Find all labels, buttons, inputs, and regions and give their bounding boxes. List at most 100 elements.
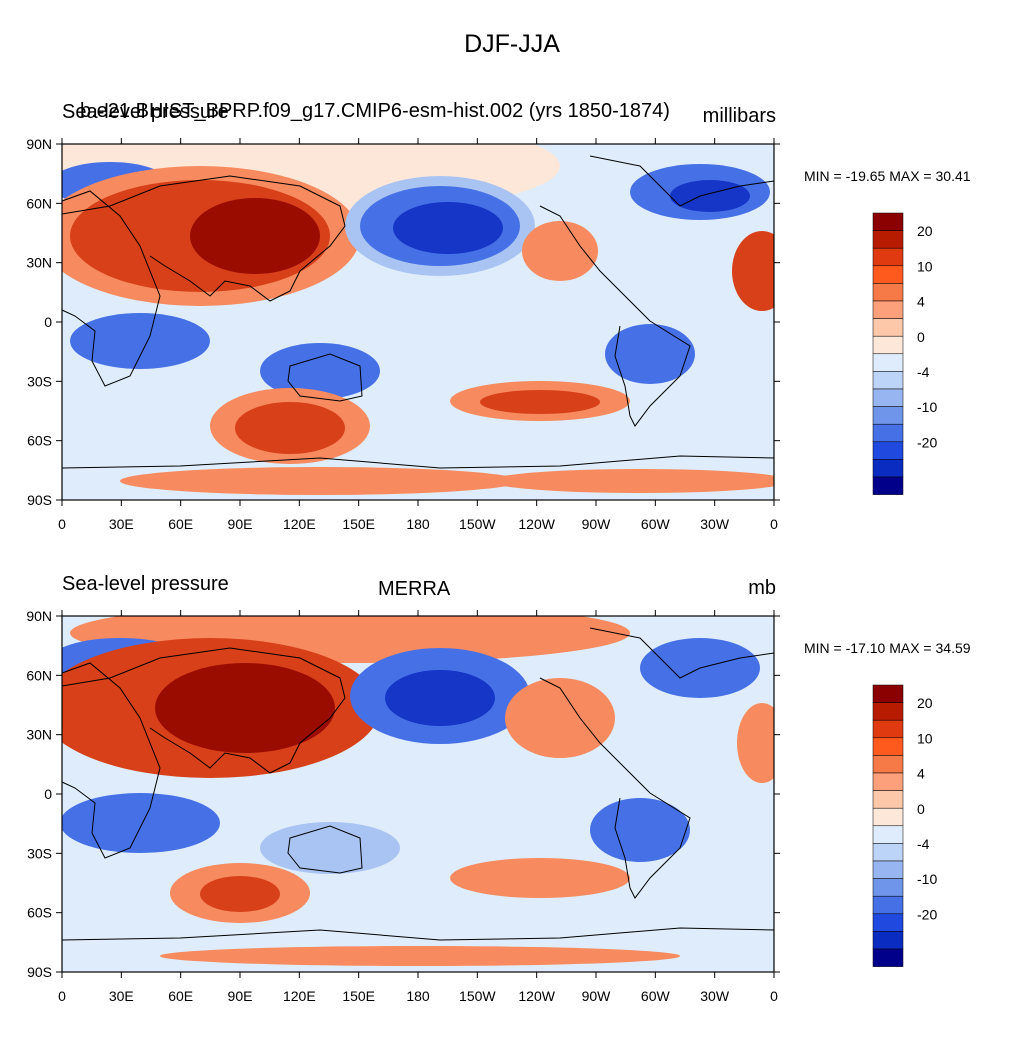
coastline: [61, 927, 775, 941]
anomaly-region: [670, 180, 750, 212]
colorbar-label: 20: [917, 695, 933, 711]
obs-units: mb: [748, 577, 776, 599]
model-map-field: [62, 144, 774, 500]
lon-tick-label: 90W: [582, 988, 612, 1004]
colorbar-label: 0: [917, 801, 925, 817]
anomaly-region: [160, 946, 680, 966]
colorbar-swatch: [872, 931, 904, 950]
anomaly-region: [393, 202, 503, 254]
anomaly-region: [737, 703, 774, 783]
lon-tick-label: 150W: [459, 988, 496, 1004]
lon-tick-label: 0: [58, 988, 66, 1004]
colorbar-swatch: [872, 459, 904, 478]
colorbar-label: 4: [917, 294, 925, 310]
obs-coastlines: [61, 627, 775, 941]
model-panel-svg: 90N 60N 30N 0 30S 60S 90S 0 30E 60E 90E 120E 150E 180…: [26, 136, 937, 532]
colorbar-label: 20: [917, 223, 933, 239]
colorbar-swatch: [872, 948, 904, 967]
coastline: [539, 205, 691, 427]
obs-min-max: MIN = -17.10 MAX = 34.59: [804, 640, 971, 656]
lon-tick-label: 30W: [700, 988, 730, 1004]
anomaly-region: [200, 876, 280, 912]
coastline: [589, 155, 775, 207]
lon-tick-label: 180: [406, 988, 430, 1004]
lon-tick-label: 0: [770, 988, 778, 1004]
colorbar-swatch: [872, 406, 904, 425]
anomaly-region: [450, 858, 630, 898]
colorbar-swatch: [872, 843, 904, 862]
colorbar-swatch: [872, 388, 904, 407]
colorbar-swatch: [872, 230, 904, 249]
colorbar-label: -4: [917, 836, 930, 852]
colorbar-swatch: [872, 737, 904, 756]
lon-tick-label: 150E: [342, 516, 375, 532]
lat-tick-label: 90S: [27, 492, 52, 508]
lat-tick-label: 60S: [27, 433, 52, 449]
lon-tick-label: 120E: [283, 516, 316, 532]
coastline: [61, 455, 775, 469]
model-colorbar: 20 10 4 0 -4 -10 -20: [872, 212, 937, 495]
lat-tick-label: 30N: [26, 255, 52, 271]
colorbar-label: -10: [917, 399, 937, 415]
model-coastlines: [61, 155, 775, 469]
model-panel: 90N 60N 30N 0 30S 60S 90S 0 30E 60E 90E 120E 150E 180…: [0, 96, 1024, 566]
colorbar-swatch: [872, 441, 904, 460]
colorbar-label: -20: [917, 906, 937, 922]
colorbar-swatch: [872, 371, 904, 390]
colorbar-swatch: [872, 353, 904, 372]
obs-panel: 90N 60N 30N 0 30S 60S 90S 0 30E 60E 90E 120E 150E 180…: [0, 568, 1024, 1038]
anomaly-region: [62, 793, 220, 853]
coastline: [61, 647, 346, 774]
obs-left-title: Sea-level pressure: [62, 573, 229, 595]
colorbar-label: -20: [917, 434, 937, 450]
colorbar-swatch: [872, 895, 904, 915]
lat-tick-label: 0: [44, 314, 52, 330]
anomaly-region: [120, 467, 520, 495]
colorbar-swatch: [872, 423, 904, 443]
anomaly-region: [732, 231, 774, 311]
colorbar-label: 10: [917, 258, 933, 274]
colorbar-label: 0: [917, 329, 925, 345]
colorbar-swatch: [872, 283, 904, 302]
lat-tick-label: 90S: [27, 964, 52, 980]
lat-tick-label: 90N: [26, 608, 52, 624]
lon-tick-label: 90E: [228, 516, 253, 532]
anomaly-region: [605, 324, 695, 384]
lon-tick-label: 60E: [168, 988, 193, 1004]
lat-tick-label: 60S: [27, 905, 52, 921]
colorbar-swatch: [872, 825, 904, 844]
colorbar-swatch: [872, 318, 904, 337]
colorbar-swatch: [872, 247, 904, 267]
obs-panel-svg: 90N 60N 30N 0 30S 60S 90S 0 30E 60E 90E 120E 150E 180…: [26, 608, 937, 1004]
obs-axis-ticks: 90N 60N 30N 0 30S 60S 90S 0 30E 60E 90E 120E 150E 180…: [26, 608, 780, 1004]
colorbar-swatch: [872, 265, 904, 284]
colorbar-swatch: [872, 755, 904, 774]
lon-tick-label: 60E: [168, 516, 193, 532]
coastline: [287, 825, 363, 874]
colorbar-label: -10: [917, 871, 937, 887]
model-axis-ticks: 90N 60N 30N 0 30S 60S 90S 0 30E 60E 90E 120E 150E 180…: [26, 136, 780, 532]
lon-tick-label: 180: [406, 516, 430, 532]
anomaly-region: [260, 822, 400, 874]
lon-tick-label: 120W: [518, 988, 555, 1004]
lon-tick-label: 150E: [342, 988, 375, 1004]
anomaly-region: [235, 402, 345, 454]
coastline: [287, 353, 363, 402]
lon-tick-label: 150W: [459, 516, 496, 532]
colorbar-label: 10: [917, 730, 933, 746]
lon-tick-label: 60W: [641, 988, 671, 1004]
coastline: [61, 175, 346, 302]
anomaly-region: [522, 221, 598, 281]
lon-tick-label: 60W: [641, 516, 671, 532]
colorbar-label: -4: [917, 364, 930, 380]
colorbar-swatch: [872, 772, 904, 791]
colorbar-swatch: [872, 684, 904, 703]
coastline: [61, 190, 161, 387]
anomaly-region: [155, 663, 335, 753]
lat-tick-label: 60N: [26, 667, 52, 683]
lon-tick-label: 120W: [518, 516, 555, 532]
lon-tick-label: 90W: [582, 516, 612, 532]
colorbar-swatch: [872, 878, 904, 897]
colorbar-swatch: [872, 719, 904, 739]
colorbar-swatch: [872, 476, 904, 495]
